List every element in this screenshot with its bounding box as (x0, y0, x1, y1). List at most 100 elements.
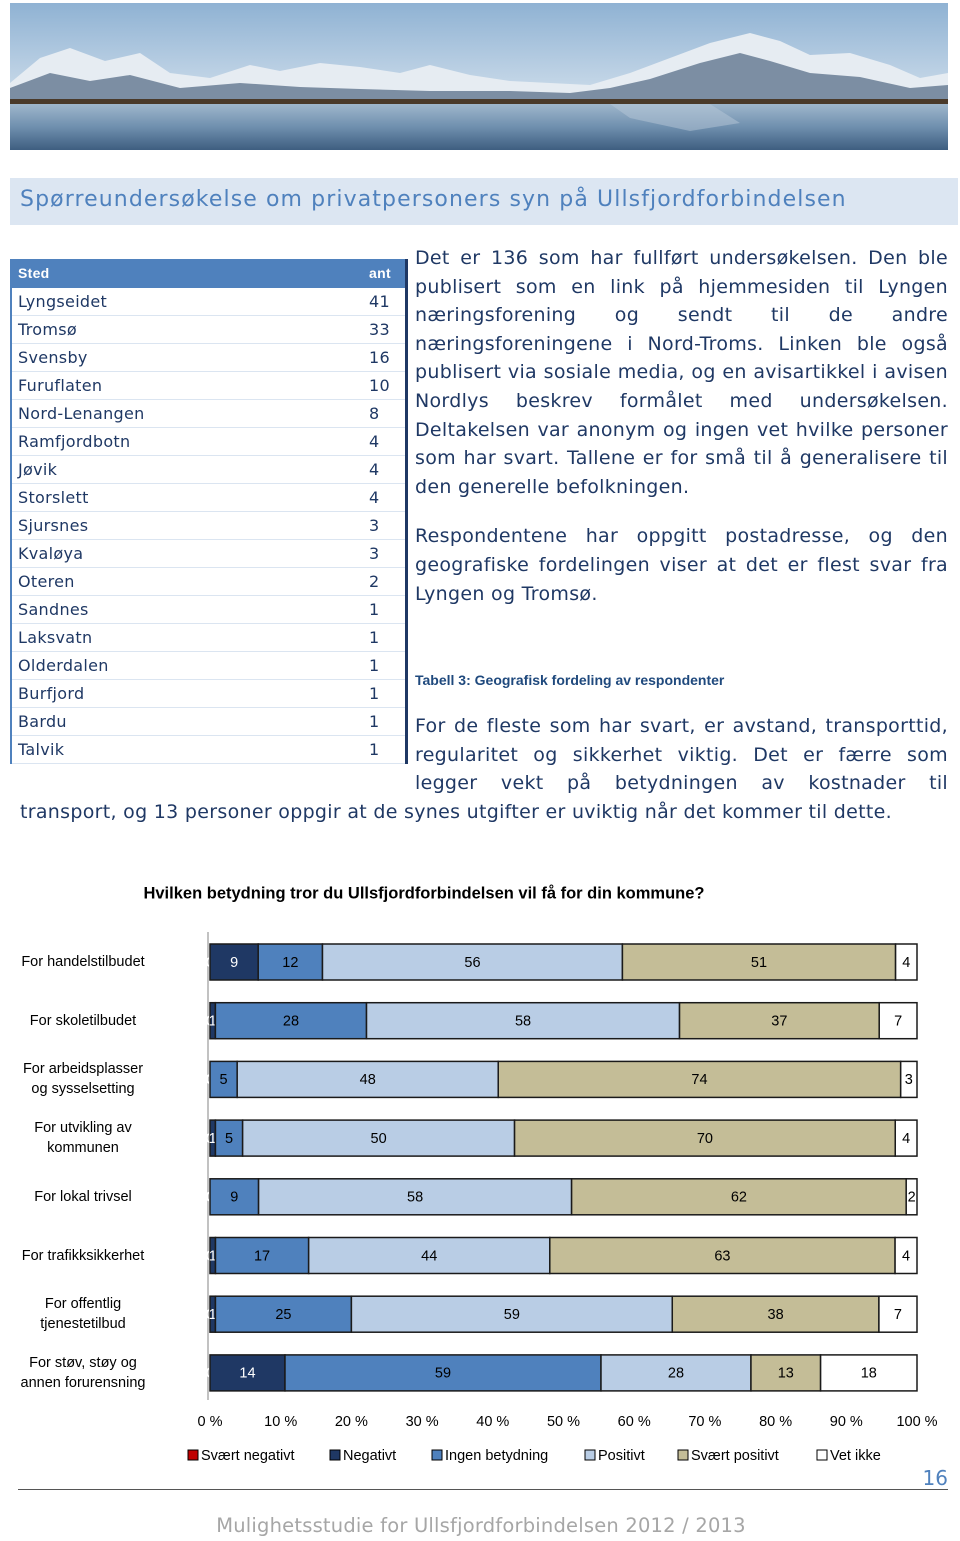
x-tick-label: 80 % (759, 1414, 792, 1430)
bar-segment (241, 1119, 516, 1157)
count-cell: 1 (363, 623, 407, 652)
value-label: 59 (435, 1366, 451, 1382)
table-row: Nord-Lenangen 8 (11, 399, 407, 428)
bar-segment (621, 943, 897, 981)
category-label: For utvikling av kommunen (34, 1120, 132, 1157)
place-cell: Nord-Lenangen (11, 399, 363, 428)
count-cell: 1 (363, 595, 407, 624)
text-flow: Sted ant Lyngseidet 41 Tromsø 33 Svensby 16 Fu… (10, 244, 948, 827)
category-label: For lokal trivsel (34, 1188, 132, 1205)
table-row: Oteren 2 (11, 567, 407, 596)
legend-label: Vet ikke (830, 1448, 881, 1464)
table-row: Olderdalen 1 (11, 651, 407, 680)
bar-segment (257, 1178, 573, 1216)
value-label: 5 (220, 1072, 228, 1088)
count-cell: 4 (363, 483, 407, 512)
value-label: 3 (905, 1072, 913, 1088)
legend-label: Ingen betydning (445, 1448, 548, 1464)
location-table: Sted ant Lyngseidet 41 Tromsø 33 Svensby 16 Fu… (10, 259, 408, 764)
category-label: For skoletilbudet (29, 1012, 137, 1029)
value-label: 51 (751, 955, 767, 971)
bar-segment (671, 1295, 880, 1333)
count-cell: 4 (363, 455, 407, 484)
legend-swatch (816, 1449, 828, 1461)
value-label: 37 (771, 1014, 787, 1030)
bar-segment (214, 1001, 368, 1040)
bar-segment (894, 943, 918, 981)
x-tick-label: 90 % (830, 1414, 863, 1430)
x-tick-label: 70 % (688, 1414, 721, 1430)
value-label: 17 (254, 1248, 270, 1264)
bar-segment (214, 1236, 310, 1275)
bar-segment (600, 1354, 752, 1392)
place-cell: Oteren (11, 567, 363, 596)
bar-segment (819, 1354, 918, 1392)
value-label: 1 (209, 1248, 217, 1264)
table-row: Talvik 1 (11, 735, 407, 764)
place-cell: Sandnes (11, 595, 363, 624)
table-row: Sjursnes 3 (11, 511, 407, 540)
count-cell: 2 (363, 567, 407, 596)
bar-segment (209, 1060, 238, 1099)
bar-segment (365, 1001, 681, 1040)
legend-label: Svært negativt (201, 1448, 295, 1464)
value-label: 63 (714, 1248, 730, 1264)
table-row: Laksvatn 1 (11, 623, 407, 652)
legend-label: Negativt (343, 1448, 396, 1464)
place-cell: Olderdalen (11, 651, 363, 680)
place-cell: Storslett (11, 483, 363, 512)
header-photo (10, 3, 948, 150)
x-tick-label: 20 % (335, 1414, 368, 1430)
count-cell: 1 (363, 679, 407, 708)
table-row: Lyngseidet 41 (11, 287, 407, 316)
value-label: 28 (283, 1014, 299, 1030)
value-label: 12 (282, 955, 298, 971)
count-cell: 41 (363, 287, 407, 316)
place-cell: Laksvatn (11, 623, 363, 652)
value-label: 4 (902, 1248, 910, 1264)
chart-title: Hvilken betydning tror du Ullsfjordforbi… (143, 884, 704, 902)
legend-swatch (187, 1449, 199, 1461)
x-tick-label: 30 % (406, 1414, 439, 1430)
value-label: 7 (894, 1307, 902, 1323)
value-label: 2 (908, 1190, 916, 1206)
bar-segment (750, 1354, 822, 1392)
footer-text: Mulighetsstudie for Ullsfjordforbindelse… (216, 1514, 746, 1537)
bar-segment (497, 1060, 902, 1099)
value-label: 1 (209, 1014, 217, 1030)
table-row: Tromsø 33 (11, 315, 407, 344)
chart-area: Hvilken betydning tror du Ullsfjordforbi… (0, 860, 960, 1480)
category-label: For arbeidsplasser og sysselsetting (22, 1061, 144, 1098)
category-label: For handelstilbudet (21, 954, 145, 970)
table-row: Furuflaten 10 (11, 371, 407, 400)
bar-segment (570, 1178, 907, 1216)
bar-segment (678, 1001, 880, 1040)
legend-swatch (584, 1449, 596, 1461)
count-cell: 33 (363, 315, 407, 344)
x-tick-label: 40 % (476, 1414, 509, 1430)
table-caption: Tabell 3: Geografisk fordeling av respon… (415, 672, 725, 689)
count-cell: 10 (363, 371, 407, 400)
bar-segment (878, 1001, 918, 1040)
bar-segment (214, 1295, 353, 1333)
page-number: 16 (922, 1466, 948, 1490)
category-label: For offentlig tjenestetilbud (40, 1296, 126, 1333)
value-label: 4 (902, 1131, 910, 1147)
place-cell: Furuflaten (11, 371, 363, 400)
place-cell: Sjursnes (11, 511, 363, 540)
footer-rule (18, 1489, 948, 1490)
value-label: 9 (230, 955, 238, 971)
bar-segment (236, 1060, 499, 1099)
category-label: For støv, støy og annen forurensning (20, 1354, 146, 1391)
place-cell: Ramfjordbotn (11, 427, 363, 456)
place-cell: Svensby (11, 343, 363, 372)
bar-segment (894, 1119, 918, 1157)
place-cell: Kvaløya (11, 539, 363, 568)
place-cell: Tromsø (11, 315, 363, 344)
value-label: 56 (464, 955, 480, 971)
x-tick-label: 10 % (264, 1414, 297, 1430)
bar-segment (209, 1178, 260, 1216)
table-row: Ramfjordbotn 4 (11, 427, 407, 456)
value-label: 1 (209, 1307, 217, 1323)
